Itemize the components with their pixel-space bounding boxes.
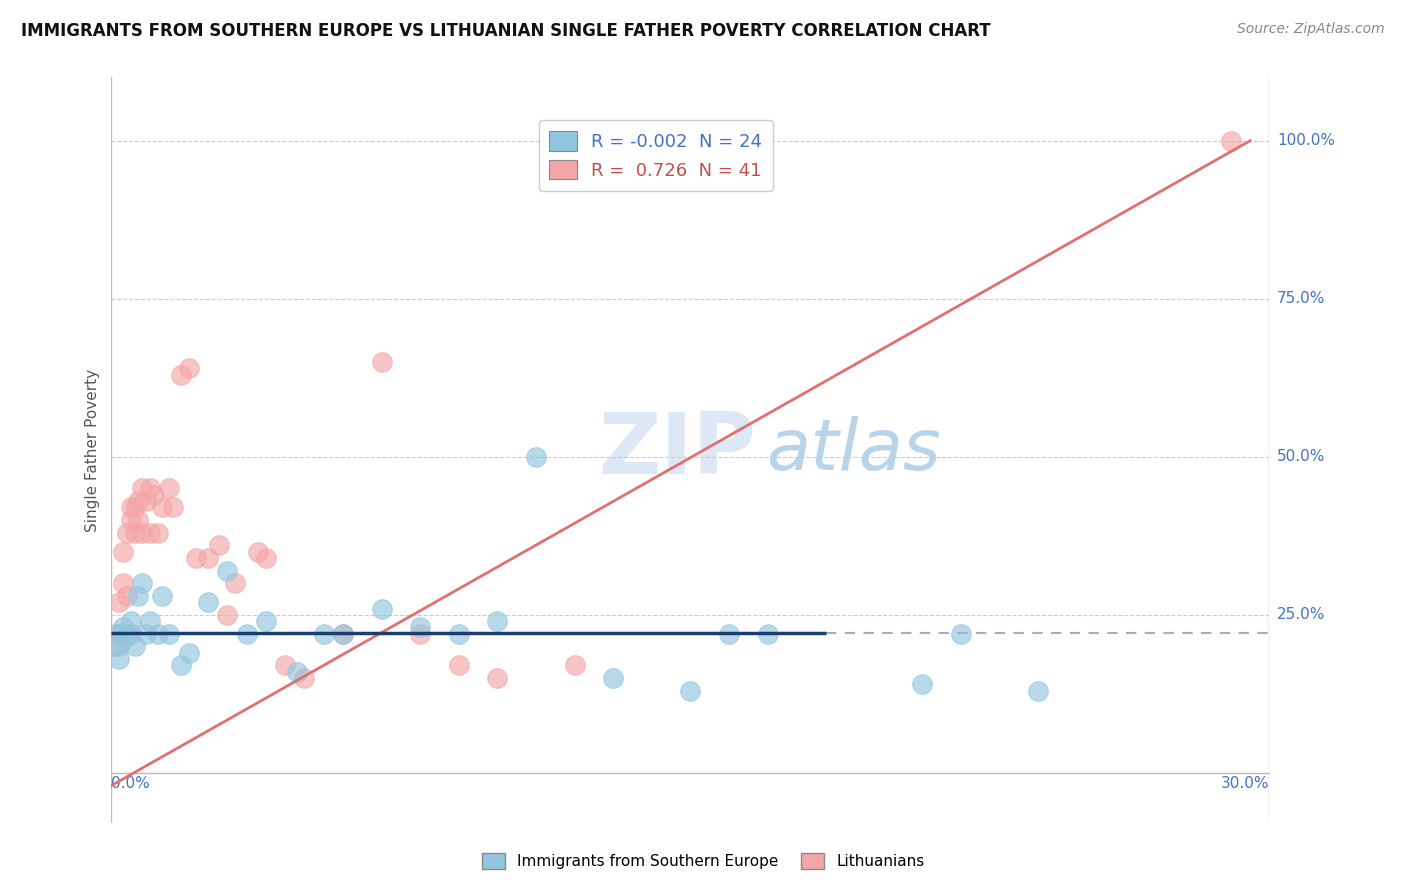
- Text: 25.0%: 25.0%: [1277, 607, 1326, 623]
- Point: [127, 494, 149, 508]
- Point: [217, 564, 239, 578]
- Point: [127, 589, 149, 603]
- Point: [127, 513, 149, 527]
- Point: [142, 488, 165, 502]
- Text: atlas: atlas: [766, 416, 941, 485]
- Point: [104, 640, 127, 654]
- Text: 0.0%: 0.0%: [111, 776, 150, 791]
- Point: [111, 576, 134, 591]
- Point: [486, 614, 509, 628]
- Point: [124, 640, 146, 654]
- Point: [120, 614, 142, 628]
- Text: 100.0%: 100.0%: [1277, 133, 1336, 148]
- Point: [1026, 683, 1049, 698]
- Point: [911, 677, 934, 691]
- Point: [139, 482, 162, 496]
- Point: [115, 627, 138, 641]
- Point: [486, 671, 509, 685]
- Point: [312, 627, 335, 641]
- Point: [124, 525, 146, 540]
- Point: [108, 652, 131, 666]
- Point: [146, 525, 169, 540]
- Point: [409, 627, 432, 641]
- Point: [447, 658, 470, 673]
- Y-axis label: Single Father Poverty: Single Father Poverty: [86, 369, 100, 532]
- Point: [679, 683, 702, 698]
- Point: [157, 627, 180, 641]
- Point: [756, 627, 779, 641]
- Text: 50.0%: 50.0%: [1277, 450, 1326, 464]
- Point: [162, 500, 184, 515]
- Point: [254, 550, 277, 565]
- Point: [186, 550, 208, 565]
- Point: [217, 607, 239, 622]
- Point: [370, 601, 392, 615]
- Legend: R = -0.002  N = 24, R =  0.726  N = 41: R = -0.002 N = 24, R = 0.726 N = 41: [538, 120, 773, 191]
- Point: [111, 633, 134, 648]
- Point: [294, 671, 316, 685]
- Point: [108, 640, 131, 654]
- Point: [247, 544, 270, 558]
- Point: [285, 665, 308, 679]
- Point: [332, 627, 354, 641]
- Point: [1219, 134, 1241, 148]
- Point: [197, 595, 219, 609]
- Point: [108, 627, 131, 641]
- Point: [146, 627, 169, 641]
- Point: [157, 482, 180, 496]
- Point: [274, 658, 297, 673]
- Text: IMMIGRANTS FROM SOUTHERN EUROPE VS LITHUANIAN SINGLE FATHER POVERTY CORRELATION : IMMIGRANTS FROM SOUTHERN EUROPE VS LITHU…: [21, 22, 991, 40]
- Point: [235, 627, 257, 641]
- Point: [254, 614, 277, 628]
- Point: [131, 576, 153, 591]
- Text: ZIP: ZIP: [598, 409, 755, 492]
- Point: [718, 627, 741, 641]
- Point: [135, 627, 157, 641]
- Point: [120, 627, 142, 641]
- Point: [115, 525, 138, 540]
- Point: [111, 544, 134, 558]
- Point: [409, 620, 432, 634]
- Point: [108, 595, 131, 609]
- Point: [524, 450, 547, 464]
- Point: [177, 646, 200, 660]
- Point: [170, 368, 193, 382]
- Point: [197, 550, 219, 565]
- Point: [131, 482, 153, 496]
- Point: [177, 361, 200, 376]
- Point: [104, 627, 127, 641]
- Point: [150, 500, 173, 515]
- Point: [602, 671, 624, 685]
- Point: [949, 627, 972, 641]
- Point: [124, 500, 146, 515]
- Point: [139, 525, 162, 540]
- Point: [564, 658, 586, 673]
- Point: [170, 658, 193, 673]
- Point: [131, 525, 153, 540]
- Point: [447, 627, 470, 641]
- Point: [120, 513, 142, 527]
- Point: [120, 500, 142, 515]
- Text: 75.0%: 75.0%: [1277, 291, 1326, 306]
- Text: Source: ZipAtlas.com: Source: ZipAtlas.com: [1237, 22, 1385, 37]
- Point: [111, 620, 134, 634]
- Point: [139, 614, 162, 628]
- Point: [135, 494, 157, 508]
- Legend: Immigrants from Southern Europe, Lithuanians: Immigrants from Southern Europe, Lithuan…: [475, 847, 931, 875]
- Text: 30.0%: 30.0%: [1220, 776, 1270, 791]
- Point: [150, 589, 173, 603]
- Point: [208, 538, 231, 552]
- Point: [224, 576, 246, 591]
- Point: [115, 589, 138, 603]
- Point: [370, 355, 392, 369]
- Point: [332, 627, 354, 641]
